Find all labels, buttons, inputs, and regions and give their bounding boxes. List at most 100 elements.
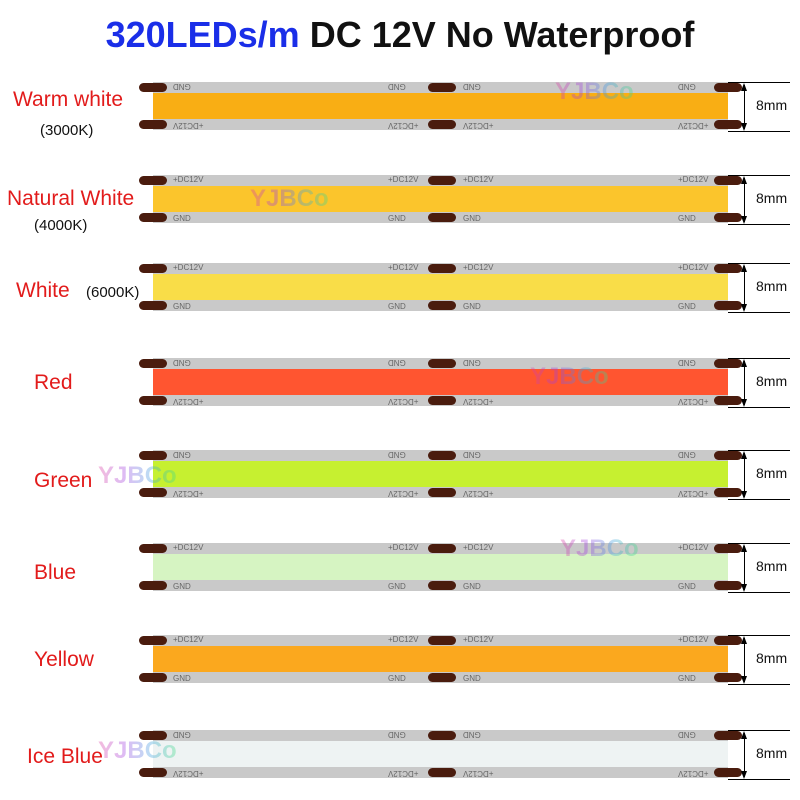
pcb-marking: +DC12V [678,543,709,552]
pcb-marking: GND [173,82,191,91]
solder-pad [139,488,167,497]
pcb-marking: +DC12V [678,121,709,130]
width-label: 8mm [756,558,788,574]
solder-pad [428,636,456,645]
width-dimension: 8mm [728,358,790,408]
pcb-marking: GND [678,450,696,459]
pcb-marking: +DC12V [463,397,494,406]
title-highlight: 320LEDs/m [105,14,300,55]
solder-pad [714,636,742,645]
solder-pad [139,213,167,222]
solder-pad [428,396,456,405]
led-band [153,554,728,580]
led-strip: GND +DC12V GND +DC12V GND +DC12V GND +DC12V [139,450,742,498]
led-strip: +DC12V GND +DC12V GND +DC12V GND +DC12V GND [139,263,742,311]
width-dimension: 8mm [728,635,790,685]
pcb-marking: +DC12V [678,635,709,644]
led-strip: +DC12V GND +DC12V GND +DC12V GND +DC12V GND [139,635,742,683]
pcb-marking: +DC12V [463,769,494,778]
pcb-marking: +DC12V [173,175,204,184]
width-dimension: 8mm [728,543,790,593]
watermark-logo: YJBCo [250,185,329,212]
width-label: 8mm [756,465,788,481]
pcb-marking: +DC12V [173,769,204,778]
solder-pad [428,451,456,460]
pcb-marking: GND [388,358,406,367]
pcb-marking: GND [678,302,696,311]
solder-pad [714,731,742,740]
solder-pad [714,120,742,129]
strip-label: Natural White [7,187,135,210]
pcb-marking: GND [678,674,696,683]
pcb-marking: GND [388,450,406,459]
pcb-marking: GND [173,450,191,459]
color-temperature: (6000K) [86,284,140,301]
solder-pad [428,301,456,310]
strip-label: Warm white [13,88,124,111]
pcb-marking: +DC12V [173,263,204,272]
width-label: 8mm [756,745,788,761]
watermark-logo: YJBCo [530,363,609,390]
pcb-marking: +DC12V [173,121,204,130]
pcb-marking: +DC12V [173,635,204,644]
dimension-arrow [741,731,747,779]
pcb-marking: +DC12V [388,769,419,778]
solder-pad [714,396,742,405]
pcb-marking: GND [463,450,481,459]
led-strip: GND +DC12V GND +DC12V GND +DC12V GND +DC12V [139,358,742,406]
pcb-marking: GND [388,302,406,311]
solder-pad [714,301,742,310]
pcb-marking: GND [463,674,481,683]
solder-pad [428,581,456,590]
title-rest: DC 12V No Waterproof [299,14,695,55]
pcb-marking: GND [173,214,191,223]
pcb-marking: +DC12V [388,489,419,498]
watermark-logo: YJBCo [560,535,639,562]
led-band [153,93,728,119]
solder-pad [714,176,742,185]
dimension-arrow [741,451,747,499]
pcb-marking: +DC12V [388,175,419,184]
solder-pad [428,176,456,185]
solder-pad [428,120,456,129]
pcb-marking: GND [678,214,696,223]
solder-pad [139,359,167,368]
pcb-marking: +DC12V [463,543,494,552]
solder-pad [714,83,742,92]
pcb-marking: GND [463,582,481,591]
solder-pad [139,673,167,682]
led-band [153,369,728,395]
dimension-arrow [741,544,747,592]
solder-pad [714,768,742,777]
pcb-marking: GND [463,358,481,367]
led-band [153,646,728,672]
solder-pad [139,768,167,777]
width-label: 8mm [756,650,788,666]
led-strip: GND +DC12V GND +DC12V GND +DC12V GND +DC12V [139,82,742,130]
led-band [153,186,728,212]
pcb-marking: +DC12V [678,769,709,778]
solder-pad [714,359,742,368]
pcb-marking: GND [388,730,406,739]
solder-pad [714,451,742,460]
pcb-marking: +DC12V [388,263,419,272]
solder-pad [428,213,456,222]
strip-label: White [16,279,70,302]
watermark-logo: YJBCo [98,462,177,489]
pcb-marking: +DC12V [678,263,709,272]
solder-pad [714,264,742,273]
led-band [153,461,728,487]
width-label: 8mm [756,190,788,206]
dimension-arrow [741,636,747,684]
pcb-marking: GND [173,674,191,683]
watermark-logo: YJBCo [555,78,634,105]
pcb-marking: +DC12V [678,489,709,498]
pcb-marking: GND [678,82,696,91]
solder-pad [428,359,456,368]
solder-pad [428,731,456,740]
width-label: 8mm [756,278,788,294]
dimension-arrow [741,176,747,224]
pcb-marking: GND [173,302,191,311]
led-band [153,274,728,300]
